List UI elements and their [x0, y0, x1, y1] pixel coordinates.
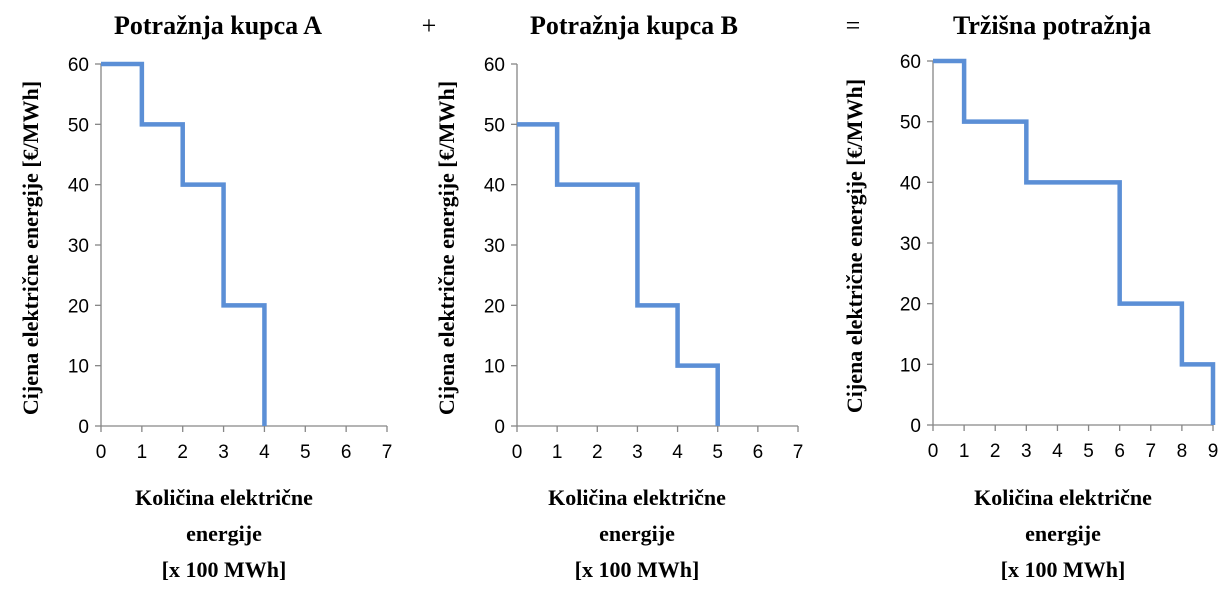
- y-tick-label: 20: [900, 295, 921, 316]
- y-tick-label: 50: [900, 113, 921, 134]
- x-axis-label-line: [x 100 MWh]: [162, 557, 287, 582]
- x-tick-label: 5: [1083, 441, 1094, 462]
- chart-a-panel: 0 10 20 30 40 50 60 0 1 2 3 4 5 6 7 Cijena električne e…: [18, 55, 392, 582]
- y-axis-label: Cijena električne energije [€/MWh]: [18, 81, 43, 415]
- y-axis-label: Cijena električne energije [€/MWh]: [434, 81, 459, 415]
- y-tick-label: 30: [68, 236, 89, 257]
- demand-step-line: [517, 122, 720, 426]
- x-tick-label: 0: [512, 442, 523, 463]
- x-axis-label-line: energije: [186, 521, 262, 546]
- y-tick-label: 0: [494, 417, 505, 438]
- x-tick-label: 6: [753, 442, 764, 463]
- chart-b-title: Potražnja kupca B: [530, 11, 738, 40]
- y-tick-label: 10: [900, 355, 921, 376]
- x-tick-label: 0: [928, 441, 939, 462]
- y-tick-label: 0: [910, 416, 921, 437]
- y-tick-label: 20: [68, 296, 89, 317]
- x-tick-label: 3: [1021, 441, 1032, 462]
- x-tick-label: 3: [218, 442, 229, 463]
- y-tick-label: 30: [900, 234, 921, 255]
- y-tick-label: 60: [484, 55, 505, 76]
- x-axis-label-line: Količina električne: [135, 485, 313, 510]
- chart-b-panel: 0 10 20 30 40 50 60 0 1 2 3 4 5 6 7 Cijena električne e…: [434, 55, 803, 582]
- x-axis-label-line: [x 100 MWh]: [575, 557, 700, 582]
- x-tick-label: 9: [1208, 441, 1219, 462]
- x-tick-label: 7: [1145, 441, 1156, 462]
- x-tick-label: 8: [1177, 441, 1188, 462]
- x-axis-label-line: Količina električne: [974, 485, 1152, 510]
- y-tick-label: 60: [68, 55, 89, 76]
- y-tick-label: 0: [78, 417, 89, 438]
- x-tick-label: 3: [632, 442, 643, 463]
- x-tick-label: 2: [592, 442, 603, 463]
- y-tick-label: 40: [900, 173, 921, 194]
- demand-step-line: [933, 58, 1216, 425]
- x-tick-label: 5: [712, 442, 723, 463]
- x-tick-label: 7: [793, 442, 804, 463]
- y-tick-label: 20: [484, 296, 505, 317]
- plus-operator: +: [422, 11, 437, 40]
- y-tick-label: 30: [484, 236, 505, 257]
- x-tick-label: 4: [259, 442, 270, 463]
- x-tick-label: 2: [990, 441, 1001, 462]
- equals-operator: =: [846, 11, 861, 40]
- x-tick-label: 7: [382, 442, 393, 463]
- chart-market-title: Tržišna potražnja: [953, 11, 1151, 40]
- x-tick-label: 2: [177, 442, 188, 463]
- x-tick-label: 6: [341, 442, 352, 463]
- x-tick-label: 5: [300, 442, 311, 463]
- x-tick-label: 4: [1052, 441, 1063, 462]
- x-axis-label-line: Količina električne: [548, 485, 726, 510]
- x-tick-label: 1: [959, 441, 970, 462]
- x-axis-label-line: energije: [1025, 521, 1101, 546]
- y-tick-label: 50: [484, 115, 505, 136]
- y-axis-label: Cijena električne energije [€/MWh]: [842, 79, 867, 413]
- x-tick-label: 1: [137, 442, 148, 463]
- y-tick-label: 10: [484, 357, 505, 378]
- y-tick-label: 40: [68, 176, 89, 197]
- chart-a-title: Potražnja kupca A: [114, 11, 322, 40]
- x-tick-label: 0: [96, 442, 107, 463]
- y-tick-label: 50: [68, 115, 89, 136]
- x-tick-label: 1: [552, 442, 563, 463]
- y-tick-label: 60: [900, 52, 921, 73]
- x-axis-label-line: [x 100 MWh]: [1001, 557, 1126, 582]
- x-axis-label-line: energije: [599, 521, 675, 546]
- y-tick-label: 10: [68, 357, 89, 378]
- x-tick-label: 6: [1114, 441, 1125, 462]
- demand-step-line: [101, 61, 267, 426]
- y-tick-label: 40: [484, 176, 505, 197]
- x-tick-label: 4: [672, 442, 683, 463]
